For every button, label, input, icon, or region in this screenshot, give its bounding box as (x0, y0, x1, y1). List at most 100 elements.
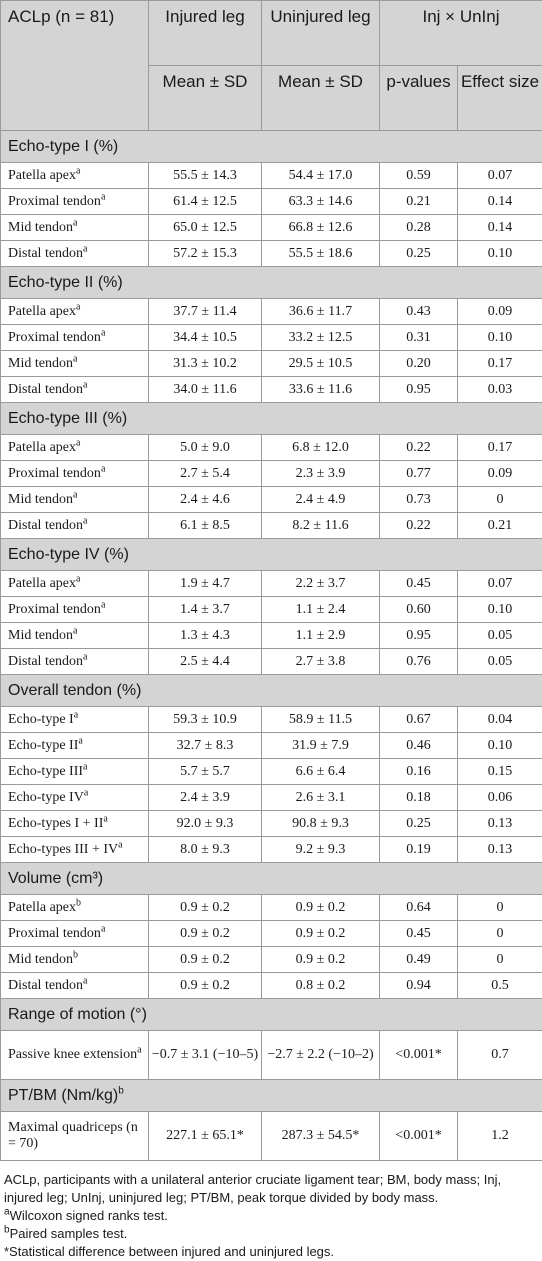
p-value: 0.49 (406, 952, 431, 967)
injured-value-cell: 6.1 ± 8.5 (149, 513, 262, 539)
injured-value-cell: 57.2 ± 15.3 (149, 241, 262, 267)
injured-value: 92.0 ± 9.3 (177, 816, 234, 831)
p-values-label: p-values (386, 72, 450, 91)
uninjured-leg-header: Uninjured leg (262, 1, 380, 66)
uninjured-value-cell: 6.8 ± 12.0 (262, 435, 380, 461)
injured-value: 65.0 ± 12.5 (173, 220, 237, 235)
effect-size-value: 0.15 (488, 764, 513, 779)
footnote-star: *Statistical difference between injured … (4, 1243, 538, 1261)
section-title: PT/BM (Nm/kg) (8, 1087, 118, 1104)
p-value-cell: 0.95 (380, 377, 458, 403)
row-label: Passive knee extension (8, 1047, 137, 1062)
p-value-cell: 0.94 (380, 973, 458, 999)
p-value: 0.77 (406, 466, 431, 481)
p-value: 0.25 (406, 816, 431, 831)
uninjured-value: 29.5 ± 10.5 (289, 356, 353, 371)
footnote-b-text: Paired samples test. (10, 1226, 128, 1241)
p-value: 0.21 (406, 194, 431, 209)
table-row: Maximal quadriceps (n = 70)227.1 ± 65.1*… (1, 1112, 542, 1161)
row-footnote-mark: a (101, 327, 105, 338)
row-footnote-mark: a (83, 379, 87, 390)
row-label: Mid tendon (8, 492, 73, 507)
injured-value-cell: 1.9 ± 4.7 (149, 571, 262, 597)
row-label-cell: Mid tendona (1, 623, 149, 649)
section-header-row: Range of motion (°) (1, 999, 542, 1031)
injured-value: 1.4 ± 3.7 (180, 602, 230, 617)
p-value: 0.22 (406, 518, 431, 533)
effect-size-cell: 0.07 (458, 163, 542, 189)
p-value: 0.20 (406, 356, 431, 371)
uninjured-value: 63.3 ± 14.6 (289, 194, 353, 209)
injured-value: 2.4 ± 3.9 (180, 790, 230, 805)
effect-size-value: 0.13 (488, 842, 513, 857)
effect-size-label: Effect size (461, 72, 539, 91)
injured-value-cell: 2.5 ± 4.4 (149, 649, 262, 675)
row-label: Distal tendon (8, 246, 83, 261)
injured-value-cell: 59.3 ± 10.9 (149, 707, 262, 733)
row-footnote-mark: b (73, 949, 78, 960)
row-label-cell: Patella apexa (1, 299, 149, 325)
uninjured-value-cell: −2.7 ± 2.2 (−10–2) (262, 1031, 380, 1080)
section-title: Overall tendon (%) (8, 682, 141, 699)
injured-value: 2.5 ± 4.4 (180, 654, 230, 669)
p-value-cell: 0.25 (380, 811, 458, 837)
p-value: 0.16 (406, 764, 431, 779)
injured-value: 61.4 ± 12.5 (173, 194, 237, 209)
row-label: Mid tendon (8, 356, 73, 371)
effect-size-value: 0.17 (488, 356, 513, 371)
row-footnote-mark: a (84, 787, 88, 798)
p-value-cell: 0.25 (380, 241, 458, 267)
uninjured-value-cell: 90.8 ± 9.3 (262, 811, 380, 837)
effect-size-cell: 0.7 (458, 1031, 542, 1080)
effect-size-value: 0.21 (488, 518, 513, 533)
section-title: Echo-type III (%) (8, 410, 127, 427)
injured-value: 55.5 ± 14.3 (173, 168, 237, 183)
table-header: ACLp (n = 81) Injured leg Uninjured leg … (1, 1, 542, 131)
effect-size-value: 0.03 (488, 382, 513, 397)
injured-value: 37.7 ± 11.4 (173, 304, 236, 319)
injured-value: 0.9 ± 0.2 (180, 978, 230, 993)
injured-value-cell: 5.7 ± 5.7 (149, 759, 262, 785)
row-label-cell: Passive knee extensiona (1, 1031, 149, 1080)
p-value: 0.76 (406, 654, 431, 669)
row-label: Mid tendon (8, 220, 73, 235)
row-label: Distal tendon (8, 654, 83, 669)
injured-value: 8.0 ± 9.3 (180, 842, 230, 857)
section-title-cell: Echo-type IV (%) (1, 539, 542, 571)
row-label-cell: Distal tendona (1, 513, 149, 539)
uninjured-value-cell: 0.9 ± 0.2 (262, 895, 380, 921)
section-title-cell: Echo-type III (%) (1, 403, 542, 435)
p-value: 0.25 (406, 246, 431, 261)
uninjured-value: 2.6 ± 3.1 (296, 790, 346, 805)
effect-size-cell: 0.04 (458, 707, 542, 733)
effect-size-cell: 0 (458, 947, 542, 973)
uninjured-value-cell: 8.2 ± 11.6 (262, 513, 380, 539)
section-header-row: Echo-type III (%) (1, 403, 542, 435)
row-label: Echo-type I (8, 712, 74, 727)
p-value-cell: 0.77 (380, 461, 458, 487)
section-title-cell: Echo-type II (%) (1, 267, 542, 299)
uninjured-mean-sd-label: Mean ± SD (278, 72, 363, 91)
uninjured-value-cell: 2.2 ± 3.7 (262, 571, 380, 597)
effect-size-cell: 0 (458, 921, 542, 947)
row-label-cell: Echo-types I + IIa (1, 811, 149, 837)
effect-size-value: 0.05 (488, 628, 513, 643)
comparison-header: Inj × UnInj (380, 1, 542, 66)
injured-value-cell: 1.4 ± 3.7 (149, 597, 262, 623)
row-label-cell: Patella apexa (1, 571, 149, 597)
row-label-cell: Distal tendona (1, 377, 149, 403)
injured-value: 31.3 ± 10.2 (173, 356, 237, 371)
uninjured-value: 2.7 ± 3.8 (296, 654, 346, 669)
effect-size-value: 0.10 (488, 330, 513, 345)
uninjured-value: −2.7 ± 2.2 (−10–2) (267, 1047, 373, 1062)
injured-value-cell: 32.7 ± 8.3 (149, 733, 262, 759)
uninjured-value: 54.4 ± 17.0 (289, 168, 353, 183)
injured-value-cell: 5.0 ± 9.0 (149, 435, 262, 461)
row-label: Patella apex (8, 576, 76, 591)
effect-size-cell: 0.10 (458, 733, 542, 759)
section-title-cell: Range of motion (°) (1, 999, 542, 1031)
